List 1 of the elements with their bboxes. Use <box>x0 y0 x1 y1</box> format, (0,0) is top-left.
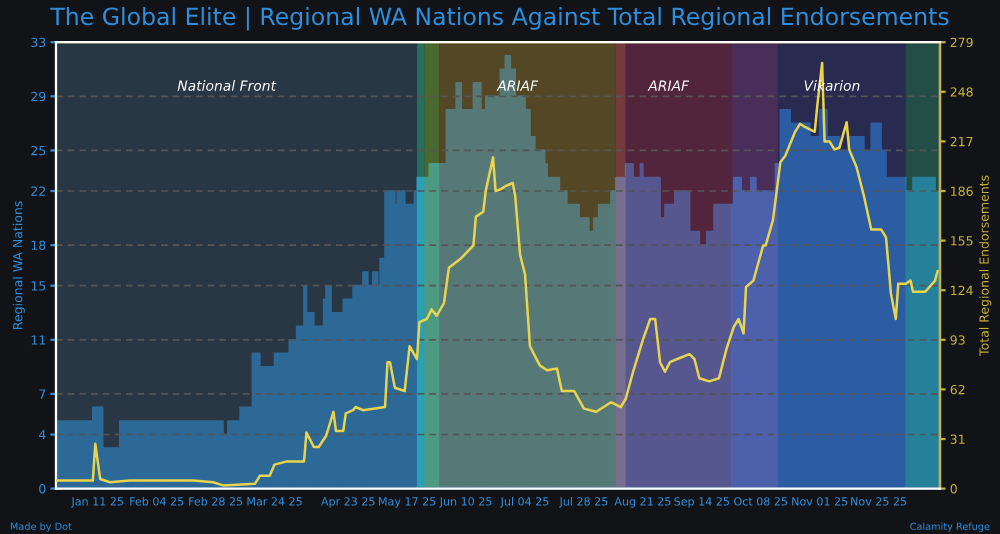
chart-title: The Global Elite | Regional WA Nations Against Total Regional Endorsements <box>50 6 949 31</box>
